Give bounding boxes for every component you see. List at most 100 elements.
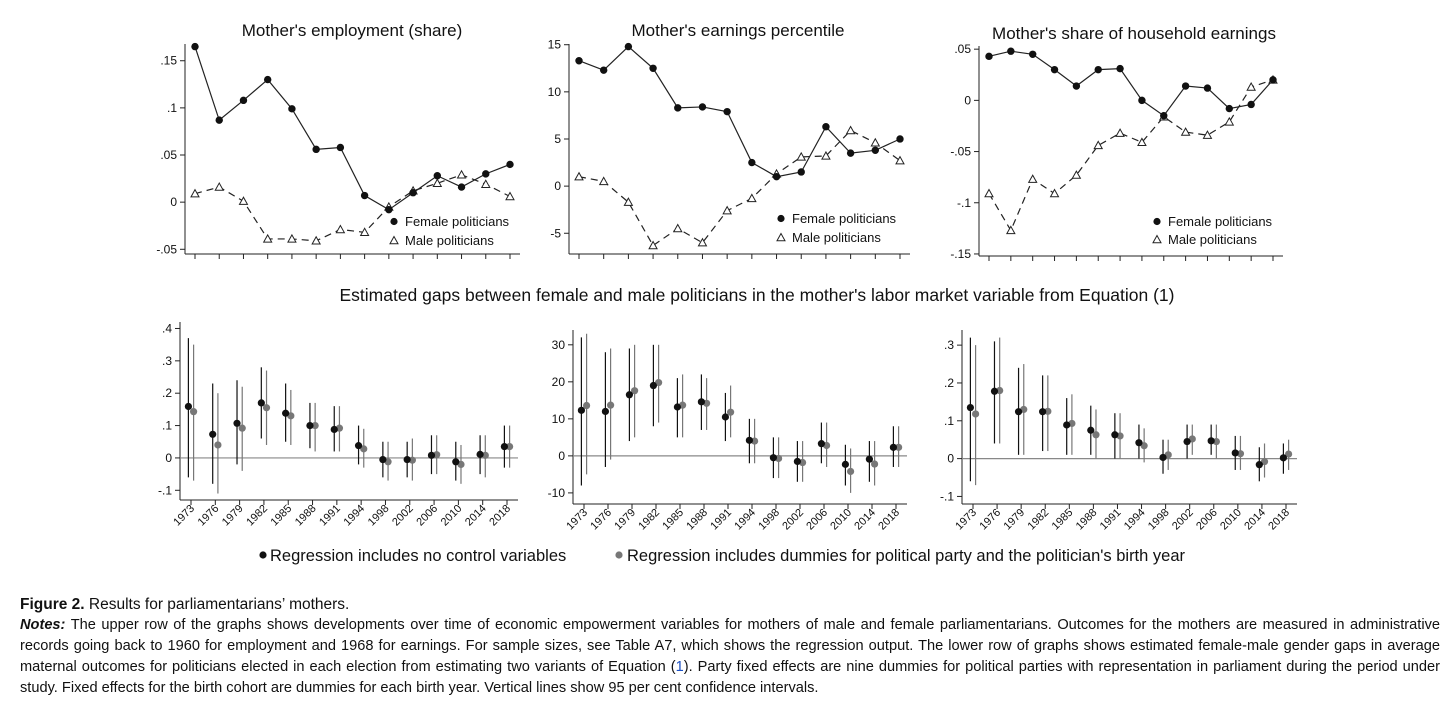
- estimate-no-controls: [649, 381, 658, 390]
- estimate-with-dummies: [238, 424, 246, 432]
- male-politicians-point: [574, 171, 584, 181]
- y-tick-label: 30: [552, 338, 566, 352]
- male-politicians-point: [1005, 225, 1016, 235]
- y-tick-label: -.1: [158, 483, 172, 497]
- y-tick-label: 10: [552, 412, 566, 426]
- estimate-no-controls: [379, 455, 387, 464]
- estimate-with-dummies: [1285, 450, 1293, 458]
- male-politicians-point: [796, 151, 807, 161]
- estimate-with-dummies: [727, 408, 735, 416]
- y-tick-label: .2: [162, 386, 172, 400]
- bottom-legend: Regression includes no control variables…: [259, 547, 1186, 565]
- legend-male-label: Male politicians: [792, 230, 881, 245]
- estimate-no-controls: [282, 409, 290, 417]
- male-politicians-point: [697, 237, 708, 247]
- x-tick-label: 1998: [756, 507, 782, 533]
- estimate-no-controls: [500, 443, 508, 451]
- x-tick-label: 2002: [780, 507, 806, 533]
- x-tick-label: 1973: [171, 503, 197, 529]
- legend-marker-with-dummies: [615, 551, 623, 559]
- chart-title: Mother's share of household earnings: [992, 24, 1276, 43]
- female-politicians-point: [1225, 104, 1234, 113]
- x-tick-label: 1979: [220, 503, 246, 529]
- x-tick-label: 2006: [804, 507, 830, 533]
- female-politicians-point: [1050, 65, 1059, 74]
- male-politicians-line: [578, 129, 901, 247]
- estimate-no-controls: [233, 419, 241, 427]
- estimate-with-dummies: [262, 404, 271, 412]
- x-tick-label: 2010: [1218, 507, 1244, 533]
- y-tick-label: .4: [162, 321, 172, 335]
- legend-female-marker: [390, 217, 398, 226]
- female-politicians-point: [822, 123, 830, 131]
- y-tick-label: -.1: [957, 196, 971, 210]
- male-politicians-line: [988, 79, 1274, 232]
- estimate-no-controls: [452, 458, 460, 466]
- estimate-no-controls: [1279, 454, 1287, 462]
- line-chart-1: Mother's employment (share) -.05 0 .05 .1 .15…: [156, 21, 520, 259]
- male-politicians-point: [1071, 170, 1082, 179]
- x-tick-label: 1994: [732, 507, 758, 533]
- male-politicians-point: [359, 227, 370, 237]
- legend-female-marker: [1153, 217, 1161, 226]
- male-politicians-point: [190, 188, 200, 198]
- estimate-with-dummies: [895, 443, 903, 451]
- male-politicians-point: [1137, 137, 1147, 147]
- estimate-no-controls: [817, 440, 826, 448]
- x-tick-label: 1976: [196, 503, 222, 529]
- figure-title: Results for parliamentarians’ mothers.: [88, 596, 350, 613]
- estimate-with-dummies: [1044, 407, 1052, 415]
- x-tick-label: 1976: [588, 507, 614, 533]
- x-tick-label: 2002: [1170, 507, 1196, 533]
- x-tick-label: 2014: [852, 507, 878, 533]
- x-tick-label: 1988: [1074, 507, 1100, 533]
- estimate-no-controls: [793, 457, 802, 466]
- estimate-with-dummies: [190, 408, 198, 416]
- female-politicians-point: [846, 149, 855, 157]
- chart-title: Mother's earnings percentile: [631, 21, 844, 40]
- female-politicians-point: [263, 75, 272, 84]
- female-politicians-point: [985, 52, 993, 61]
- legend-label-no-controls: Regression includes no control variables: [270, 547, 566, 565]
- estimate-no-controls: [1014, 408, 1023, 416]
- legend-male-marker: [776, 232, 786, 242]
- x-tick-label: 1991: [1098, 507, 1124, 533]
- male-politicians-point: [821, 150, 831, 160]
- x-tick-label: 1998: [1146, 507, 1172, 533]
- figure-label: Figure 2.: [20, 596, 85, 613]
- estimate-no-controls: [841, 460, 850, 468]
- male-politicians-point: [311, 235, 322, 245]
- male-politicians-point: [746, 193, 757, 203]
- coefficient-chart-3: -.10.1.2.3197319761979198219851988199119…: [940, 330, 1297, 532]
- estimate-no-controls: [1207, 437, 1215, 445]
- equation-reference-link[interactable]: 1: [675, 659, 684, 675]
- x-tick-label: 1988: [684, 507, 710, 533]
- male-politicians-point: [1115, 128, 1125, 137]
- legend-male-marker: [1152, 234, 1162, 244]
- x-tick-label: 1991: [317, 503, 343, 529]
- estimate-no-controls: [697, 398, 706, 406]
- estimate-with-dummies: [631, 387, 639, 395]
- estimate-no-controls: [403, 455, 411, 464]
- estimate-no-controls: [1111, 431, 1119, 439]
- estimate-no-controls: [427, 451, 436, 459]
- notes-label: Notes:: [20, 617, 66, 633]
- estimate-no-controls: [1159, 453, 1167, 462]
- estimate-no-controls: [990, 387, 999, 395]
- female-politicians-point: [748, 158, 756, 167]
- male-politicians-point: [335, 224, 346, 234]
- female-politicians-point: [191, 42, 199, 51]
- male-politicians-line: [194, 174, 511, 242]
- y-tick-label: -5: [550, 226, 561, 240]
- coefficient-chart-1: -.1 0 .1 .2 .3 .4 1973197619791982198519881991…: [158, 321, 518, 528]
- male-politicians-point: [1180, 127, 1191, 136]
- estimate-no-controls: [1039, 408, 1047, 416]
- estimate-no-controls: [1231, 449, 1239, 457]
- estimate-no-controls: [601, 407, 610, 416]
- estimate-no-controls: [1255, 461, 1263, 469]
- estimate-with-dummies: [360, 445, 368, 453]
- female-politicians-point: [871, 146, 880, 154]
- chart-title: Mother's employment (share): [242, 21, 463, 40]
- x-tick-label: 2014: [463, 503, 489, 529]
- y-tick-label: 0: [558, 449, 565, 463]
